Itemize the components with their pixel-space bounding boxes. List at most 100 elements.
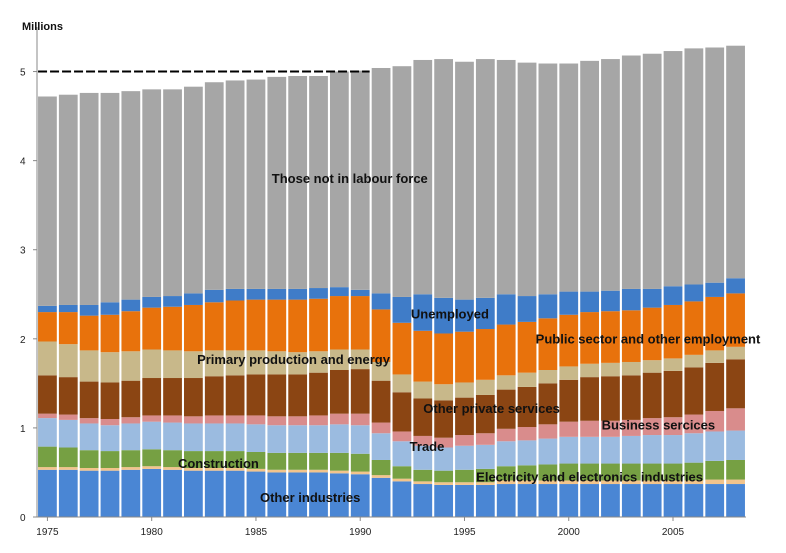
bar-segment-those-not-in-labour-force-1993: [413, 59, 433, 295]
bar-segment-public-sector-and-other-employment-1986: [267, 299, 287, 352]
bar-segment-trade-1978: [100, 425, 120, 452]
bar-segment-business-sercices-1988: [309, 415, 328, 426]
bar-segment-construction-1979: [121, 450, 141, 468]
series-label-those-not-in-labour-force: Those not in labour force: [272, 171, 428, 186]
bar-segment-electricity-and-electronics-industries-1995: [455, 482, 474, 485]
bar-segment-business-sercices-1987: [288, 416, 308, 426]
bar-segment-other-industries-2001: [580, 484, 599, 517]
series-label-other-private-services: Other private services: [423, 401, 560, 416]
bar-segment-construction-1976: [58, 447, 78, 468]
bar-segment-trade-1993: [413, 445, 433, 470]
bar-segment-trade-1999: [538, 438, 558, 465]
bar-segment-unemployed-1983: [204, 289, 224, 303]
bar-segment-construction-1981: [163, 450, 182, 468]
bar-segment-other-private-services-2007: [705, 362, 725, 411]
bar-segment-trade-1985: [246, 424, 266, 452]
bar-segment-those-not-in-labour-force-1975: [38, 96, 57, 306]
bar-segment-other-private-services-1978: [100, 382, 120, 419]
bar-segment-other-industries-1979: [121, 469, 141, 517]
bar-segment-other-industries-1977: [79, 470, 99, 517]
bar-segment-business-sercices-1984: [225, 415, 245, 424]
bar-segment-public-sector-and-other-employment-1997: [496, 324, 516, 376]
bar-segment-public-sector-and-other-employment-2001: [580, 312, 599, 364]
bar-segment-those-not-in-labour-force-1982: [184, 86, 203, 294]
bar-segment-business-sercices-1979: [121, 417, 141, 424]
bar-segment-unemployed-2003: [621, 288, 641, 311]
x-tick-label-2000: 2000: [558, 527, 581, 538]
bar-segment-public-sector-and-other-employment-1993: [413, 330, 433, 382]
bar-segment-those-not-in-labour-force-1992: [392, 66, 412, 297]
bar-segment-unemployed-1991: [371, 293, 391, 310]
bar-segment-business-sercices-1998: [517, 427, 537, 441]
bar-segment-business-sercices-2000: [559, 421, 579, 437]
series-label-unemployed: Unemployed: [411, 306, 489, 321]
bar-segment-primary-production-and-energy-1994: [434, 384, 454, 401]
bar-segment-primary-production-and-energy-1986: [267, 351, 287, 375]
bar-segment-construction-1980: [142, 449, 162, 467]
y-tick-label-5: 5: [20, 68, 26, 79]
bar-segment-primary-production-and-energy-1988: [309, 351, 328, 373]
bar-segment-trade-1984: [225, 423, 245, 452]
bar-segment-primary-production-and-energy-2005: [663, 358, 683, 371]
bar-segment-primary-production-and-energy-1992: [392, 374, 412, 393]
bar-segment-unemployed-1977: [79, 304, 99, 316]
bar-segment-public-sector-and-other-employment-1995: [455, 331, 474, 383]
bar-segment-public-sector-and-other-employment-1981: [163, 306, 182, 351]
bar-segment-public-sector-and-other-employment-1975: [38, 312, 57, 342]
bar-segment-electricity-and-electronics-industries-1982: [184, 468, 203, 471]
bar-segment-public-sector-and-other-employment-2004: [642, 307, 662, 361]
bar-segment-other-industries-2003: [621, 484, 641, 517]
bar-segment-business-sercices-1999: [538, 424, 558, 439]
bar-segment-other-private-services-2006: [684, 367, 704, 415]
bar-segment-those-not-in-labour-force-1981: [163, 89, 182, 297]
bar-segment-public-sector-and-other-employment-1980: [142, 307, 162, 350]
bar-segment-trade-2002: [601, 436, 620, 464]
bar-segment-other-industries-1988: [309, 472, 328, 517]
bar-segment-unemployed-1986: [267, 288, 287, 300]
bar-segment-other-private-services-1984: [225, 375, 245, 416]
bar-segment-those-not-in-labour-force-1986: [267, 76, 287, 289]
bar-segment-unemployed-1990: [350, 289, 370, 297]
bar-segment-unemployed-1981: [163, 296, 182, 307]
bar-segment-unemployed-2007: [705, 282, 725, 297]
bar-segment-public-sector-and-other-employment-1979: [121, 311, 141, 352]
y-tick-label-3: 3: [20, 246, 26, 257]
bar-segment-those-not-in-labour-force-1994: [434, 59, 454, 298]
bar-segment-other-private-services-1979: [121, 380, 141, 418]
bar-segment-electricity-and-electronics-industries-1988: [309, 469, 328, 473]
bar-segment-primary-production-and-energy-2007: [705, 350, 725, 363]
bar-segment-primary-production-and-energy-1998: [517, 372, 537, 387]
bar-segment-other-industries-1981: [163, 469, 182, 517]
bar-segment-unemployed-2002: [601, 290, 620, 312]
bar-segment-public-sector-and-other-employment-1990: [350, 296, 370, 350]
bar-segment-primary-production-and-energy-1983: [204, 350, 224, 377]
bar-segment-other-private-services-1982: [184, 378, 203, 417]
bar-segment-other-industries-1994: [434, 484, 454, 517]
bar-segment-primary-production-and-energy-1982: [184, 351, 203, 379]
bar-segment-other-private-services-1976: [58, 377, 78, 415]
bar-segment-other-industries-2005: [663, 484, 683, 517]
bar-segment-other-private-services-2000: [559, 379, 579, 422]
bar-segment-other-private-services-1988: [309, 372, 328, 416]
bar-segment-other-industries-1997: [496, 484, 516, 517]
bar-segment-trade-2004: [642, 435, 662, 464]
bar-segment-those-not-in-labour-force-1977: [79, 92, 99, 305]
y-axis-unit-label: Millions: [22, 21, 63, 33]
series-label-other-industries: Other industries: [260, 490, 360, 505]
bar-segment-other-industries-1999: [538, 484, 558, 517]
bar-segment-primary-production-and-energy-2001: [580, 363, 599, 378]
bar-segment-unemployed-1984: [225, 288, 245, 301]
bar-segment-trade-2007: [705, 431, 725, 461]
bar-segment-business-sercices-1996: [475, 433, 495, 445]
bar-segment-those-not-in-labour-force-1979: [121, 91, 141, 300]
bar-segment-public-sector-and-other-employment-2006: [684, 301, 704, 355]
bar-segment-public-sector-and-other-employment-1976: [58, 312, 78, 345]
bar-segment-unemployed-2004: [642, 288, 662, 308]
bar-segment-other-private-services-1989: [329, 370, 349, 414]
bar-segment-those-not-in-labour-force-2008: [726, 45, 745, 279]
bar-segment-trade-1987: [288, 425, 308, 453]
y-tick-label-4: 4: [20, 157, 26, 168]
bar-segment-other-private-services-1983: [204, 376, 224, 416]
bar-segment-electricity-and-electronics-industries-2006: [684, 480, 704, 485]
bar-segment-primary-production-and-energy-1977: [79, 350, 99, 382]
